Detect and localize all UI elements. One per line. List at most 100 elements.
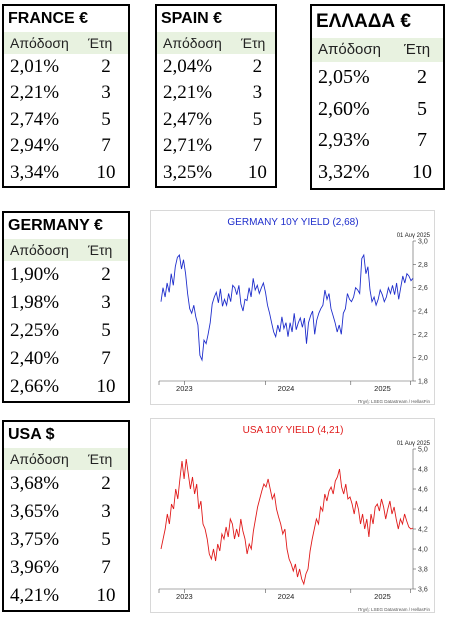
years-value: 3 — [101, 501, 111, 522]
usa-yield-table: USA $ Απόδοση Έτη 3,68% 2 3,65% 3 3,75% 5 3,96% 7 4… — [2, 420, 130, 612]
table-row: 2,60% 5 — [312, 94, 443, 126]
table-row: 2,01% 2 — [4, 54, 128, 80]
yield-value: 1,90% — [10, 264, 60, 285]
table-row: 2,21% 3 — [157, 80, 275, 106]
yield-value: 2,25% — [10, 320, 60, 341]
table-row: 2,66% 10 — [4, 373, 128, 401]
y-tick-label: 1,8 — [418, 379, 428, 386]
usa-10y-chart: USA 10Y YIELD (4,21) 01 Αυγ 2025 5,0 4,8 4,6… — [150, 418, 435, 613]
table-row: 2,93% 7 — [312, 125, 443, 157]
y-tick-label: 2,0 — [418, 355, 428, 362]
table-row: 3,68% 2 — [4, 470, 128, 498]
germany-10y-chart: GERMANY 10Y YIELD (2,68) 01 Αυγ 2025 3,0 2,… — [150, 210, 435, 405]
y-tick-label: 4,0 — [418, 547, 428, 554]
years-value: 2 — [417, 66, 427, 88]
y-tick-label: 3,6 — [418, 587, 428, 594]
germany-table-header: Απόδοση Έτη — [4, 239, 128, 261]
spain-table-header: Απόδοση Έτη — [157, 32, 275, 54]
yield-value: 2,93% — [318, 129, 370, 151]
spain-table-title: SPAIN € — [161, 10, 223, 27]
spain-yield-table: SPAIN € Απόδοση Έτη 2,04% 2 2,21% 3 2,47% 5 2,71%… — [155, 4, 277, 188]
years-value: 10 — [96, 376, 116, 397]
yield-value: 2,94% — [10, 135, 60, 157]
table-row: 3,96% 7 — [4, 554, 128, 582]
col-header-years: Έτη — [88, 451, 113, 467]
usa-table-header: Απόδοση Έτη — [4, 448, 128, 470]
x-tick-label: 2025 — [374, 384, 391, 393]
yield-value: 2,47% — [163, 108, 213, 130]
yield-value: 2,74% — [10, 108, 60, 130]
y-tick-label: 2,8 — [418, 262, 428, 269]
y-tick-label: 2,2 — [418, 332, 428, 339]
years-value: 3 — [101, 82, 111, 104]
y-tick-label: 4,2 — [418, 527, 428, 534]
yield-value: 2,40% — [10, 348, 60, 369]
yield-value: 3,96% — [10, 557, 60, 578]
yield-value: 3,65% — [10, 501, 60, 522]
years-value: 5 — [101, 108, 111, 130]
col-header-yield: Απόδοση — [10, 242, 69, 258]
table-row: 3,32% 10 — [312, 157, 443, 189]
chart-source: Πηγή: LSEG Datastream / HellasFin — [358, 398, 431, 404]
yield-value: 2,04% — [163, 56, 213, 77]
years-value: 10 — [247, 161, 267, 183]
table-row: 1,98% 3 — [4, 289, 128, 317]
years-value: 2 — [252, 56, 263, 77]
y-tick-label: 2,6 — [418, 285, 428, 292]
table-row: 2,74% 5 — [4, 107, 128, 133]
table-row: 2,71% 7 — [157, 133, 275, 159]
col-header-years: Έτη — [88, 242, 113, 258]
col-header-yield: Απόδοση — [10, 35, 69, 51]
yield-value: 3,75% — [10, 529, 60, 550]
chart-title: USA 10Y YIELD (4,21) — [243, 425, 344, 436]
germany-table-title: GERMANY € — [8, 217, 103, 234]
yield-value: 3,34% — [10, 161, 60, 183]
france-table-title: FRANCE € — [8, 10, 89, 27]
years-value: 7 — [417, 129, 427, 151]
x-tick-label: 2025 — [374, 592, 391, 601]
chart-date: 01 Αυγ 2025 — [397, 233, 431, 239]
france-table-header: Απόδοση Έτη — [4, 32, 128, 54]
x-tick-label: 2024 — [278, 384, 295, 393]
usa-table-title: USA $ — [8, 426, 55, 443]
years-value: 5 — [101, 320, 111, 341]
y-tick-label: 4,8 — [418, 467, 428, 474]
y-tick-label: 3,8 — [418, 567, 428, 574]
table-row: 3,34% 10 — [4, 160, 128, 186]
france-yield-table: FRANCE € Απόδοση Έτη 2,01% 2 2,21% 3 2,74% 5 2,94… — [2, 4, 130, 188]
years-value: 10 — [412, 160, 432, 183]
table-row: 2,94% 7 — [4, 133, 128, 159]
table-row: 1,90% 2 — [4, 261, 128, 289]
yield-value: 2,66% — [10, 376, 60, 397]
col-header-yield: Απόδοση — [163, 35, 222, 51]
col-header-yield: Απόδοση — [318, 41, 381, 58]
years-value: 7 — [101, 135, 111, 157]
years-value: 7 — [101, 557, 111, 578]
yield-value: 2,05% — [318, 66, 370, 88]
table-row: 3,25% 10 — [157, 160, 275, 186]
col-header-years: Έτη — [404, 41, 431, 58]
series-line — [160, 253, 414, 362]
years-value: 7 — [252, 135, 263, 157]
greece-yield-table: ΕΛΛΑΔΑ € Απόδοση Έτη 2,05% 2 2,60% 5 2,93% 7 3,32… — [310, 4, 445, 190]
years-value: 10 — [96, 585, 116, 606]
table-row: 4,21% 10 — [4, 582, 128, 610]
y-tick-label: 4,4 — [418, 507, 428, 514]
years-value: 7 — [101, 348, 111, 369]
table-row: 2,40% 7 — [4, 345, 128, 373]
chart-source: Πηγή: LSEG Datastream / HellasFin — [358, 606, 431, 612]
yield-value: 2,21% — [10, 82, 60, 104]
series-line — [160, 458, 414, 586]
years-value: 3 — [101, 292, 111, 313]
yield-value: 1,98% — [10, 292, 60, 313]
table-row: 3,65% 3 — [4, 498, 128, 526]
years-value: 2 — [101, 473, 111, 494]
chart-title: GERMANY 10Y YIELD (2,68) — [227, 217, 358, 228]
col-header-yield: Απόδοση — [10, 451, 69, 467]
yield-value: 3,25% — [163, 161, 213, 183]
germany-yield-table: GERMANY € Απόδοση Έτη 1,90% 2 1,98% 3 2,25% 5 2,4… — [2, 211, 130, 403]
table-row: 3,75% 5 — [4, 526, 128, 554]
greece-table-title: ΕΛΛΑΔΑ € — [316, 11, 411, 32]
y-tick-label: 4,6 — [418, 487, 428, 494]
